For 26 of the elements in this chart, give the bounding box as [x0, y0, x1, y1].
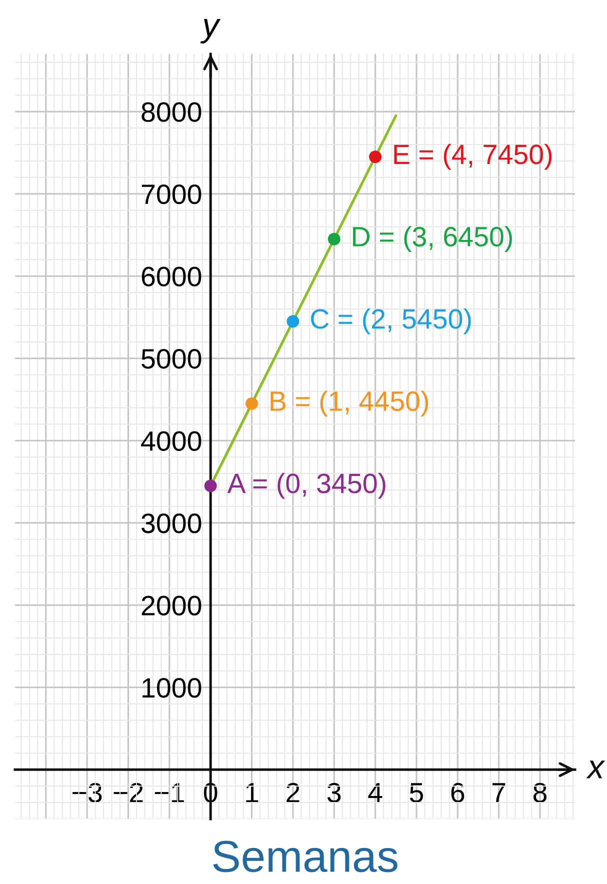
y-tick-label: 4000	[141, 431, 202, 451]
point	[286, 315, 300, 328]
point	[369, 150, 382, 164]
y-tick-label: 2000	[142, 596, 202, 616]
x-tick-label: 8	[533, 782, 547, 803]
point	[204, 480, 217, 492]
x-axis-title: Semanas	[213, 840, 398, 872]
annotation: D = (3, 6450)	[353, 226, 512, 252]
annotation: B = (1, 4450)	[270, 390, 428, 417]
text: x	[586, 760, 606, 778]
x-tick-label: 4	[368, 783, 382, 802]
y-axis-title: y	[200, 19, 221, 44]
y-tick-label: 1000	[142, 678, 202, 698]
x-tick-label: 6	[451, 782, 464, 803]
y-tick-label: 7000	[142, 184, 202, 204]
y-tick-label: 5000	[142, 349, 202, 369]
point	[246, 397, 258, 410]
point	[328, 232, 340, 246]
y-tick-label: 3000	[142, 514, 202, 534]
x-tick-label: 7	[492, 783, 506, 802]
x-tick-label: 5	[410, 783, 424, 803]
annotation: C = (2, 5450)	[311, 308, 471, 334]
annotation: A = (0, 3450)	[227, 472, 386, 499]
y-tick-label: 6000	[142, 266, 202, 286]
annotation: E = (4, 7450)	[394, 144, 552, 170]
y-tick-label: 8000	[142, 102, 202, 122]
